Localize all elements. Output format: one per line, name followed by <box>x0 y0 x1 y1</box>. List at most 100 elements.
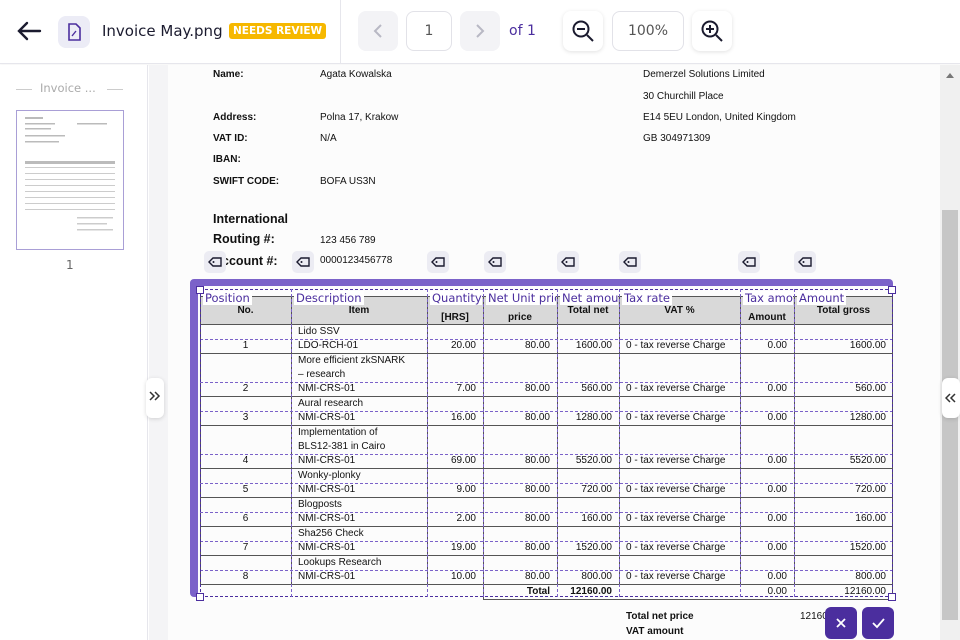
sidebar: Invoice ... 1 <box>0 65 148 640</box>
cell-vat-amount: 0.00 <box>767 542 787 553</box>
selection-left-bar <box>190 280 198 597</box>
total-net: 12160.00 <box>570 586 612 597</box>
cell-item: NMI-CRS-01 <box>298 383 356 394</box>
cell-item: NMI-CRS-01 <box>298 542 356 553</box>
cell-vat: 0 - tax reverse Charge <box>626 455 726 466</box>
cell-net: 1600.00 <box>575 340 612 351</box>
row-guide <box>200 411 893 412</box>
column-label: Tax amount <box>743 291 793 305</box>
column-tag[interactable] <box>619 251 641 273</box>
reject-button[interactable] <box>825 607 857 639</box>
cell-vat: 0 - tax reverse Charge <box>626 513 726 524</box>
column-tag[interactable] <box>794 251 816 273</box>
expand-left[interactable] <box>146 378 164 418</box>
field-value: BOFA US3N <box>320 176 376 187</box>
scrollbar <box>940 65 960 640</box>
column-label: Net Unit price <box>486 291 556 305</box>
toolbar: Invoice May.png NEEDS REVIEW 1 of 1 100% <box>0 0 960 64</box>
routing-value: 123 456 789 <box>320 235 376 246</box>
field-label: VAT ID: <box>213 133 248 144</box>
cell-no: 3 <box>242 412 249 423</box>
expand-right[interactable] <box>942 378 960 418</box>
next-page[interactable] <box>460 11 500 51</box>
field-label: SWIFT CODE: <box>213 176 280 187</box>
column-label: Description <box>294 291 364 305</box>
cell-price: 80.00 <box>524 455 550 466</box>
divider <box>16 89 32 90</box>
column-guide <box>619 289 620 597</box>
row-guide <box>200 483 893 484</box>
cell-price: 80.00 <box>524 383 550 394</box>
cell-item: Blogposts <box>298 499 342 510</box>
cell-gross: 160.00 <box>855 513 886 524</box>
seller-line: Demerzel Solutions Limited <box>643 69 765 80</box>
page-thumbnail[interactable] <box>16 110 124 250</box>
cell-price: 80.00 <box>524 542 550 553</box>
cell-gross: 5520.00 <box>849 455 886 466</box>
summary-label: VAT amount <box>626 626 684 637</box>
cell-net: 800.00 <box>581 571 612 582</box>
file-name: Invoice May.png <box>102 22 223 40</box>
cell-vat-amount: 0.00 <box>767 571 787 582</box>
summary-label: Total net price <box>626 611 694 622</box>
cell-item: Implementation of <box>298 427 378 438</box>
column-label: Tax rate <box>622 291 672 305</box>
column-guide <box>794 289 795 597</box>
field-value: N/A <box>320 133 337 144</box>
cell-vat: 0 - tax reverse Charge <box>626 571 726 582</box>
table-header: price <box>508 312 532 323</box>
page-input[interactable]: 1 <box>406 11 452 51</box>
table-header: Total net <box>567 305 609 316</box>
seller-line: 30 Churchill Place <box>643 91 724 102</box>
field-value: Polna 17, Krakow <box>320 112 399 123</box>
column-tag[interactable] <box>292 251 314 273</box>
cell-net: 1280.00 <box>575 412 612 423</box>
zoom-level[interactable]: 100% <box>612 11 684 51</box>
zoom-out[interactable] <box>563 11 603 51</box>
page-number: 1 <box>66 258 74 272</box>
cell-price: 80.00 <box>524 484 550 495</box>
cell-gross: 1600.00 <box>849 340 886 351</box>
account-label: Account #: <box>213 254 278 268</box>
column-tag[interactable] <box>204 251 226 273</box>
row-guide <box>200 382 893 383</box>
total-gross: 12160.00 <box>844 586 886 597</box>
cell-item: NMI-CRS-01 <box>298 513 356 524</box>
cell-no: 1 <box>242 340 249 351</box>
cell-item: Lookups Research <box>298 557 382 568</box>
cell-item: – research <box>298 369 346 380</box>
prev-page[interactable] <box>358 11 398 51</box>
cell-qty: 9.00 <box>456 484 476 495</box>
column-tag[interactable] <box>427 251 449 273</box>
approve-button[interactable] <box>862 607 894 639</box>
file-icon <box>58 16 90 48</box>
cell-qty: 19.00 <box>450 542 476 553</box>
zoom-in[interactable] <box>692 11 732 51</box>
column-guide <box>557 289 558 597</box>
cell-vat: 0 - tax reverse Charge <box>626 412 726 423</box>
column-guide <box>740 289 741 597</box>
cell-vat-amount: 0.00 <box>767 383 787 394</box>
column-label: Position <box>203 291 252 305</box>
column-label: Amount <box>797 291 847 305</box>
cell-no: 2 <box>242 383 249 394</box>
column-tag[interactable] <box>484 251 506 273</box>
cell-qty: 20.00 <box>450 340 476 351</box>
seller-line: GB 304971309 <box>643 133 711 144</box>
back-button[interactable] <box>16 20 42 42</box>
column-tag[interactable] <box>738 251 760 273</box>
cell-gross: 800.00 <box>855 571 886 582</box>
cell-price: 80.00 <box>524 513 550 524</box>
cell-price: 80.00 <box>524 340 550 351</box>
cell-item: Sha256 Check <box>298 528 364 539</box>
field-label: IBAN: <box>213 154 241 165</box>
column-tag[interactable] <box>557 251 579 273</box>
divider <box>107 89 123 90</box>
column-guide <box>427 289 428 597</box>
account-value: 0000123456778 <box>320 255 393 266</box>
table-header: VAT % <box>664 305 695 316</box>
total-label: Total <box>526 586 550 597</box>
resize-handle <box>196 593 204 601</box>
cell-vat-amount: 0.00 <box>767 412 787 423</box>
cell-item: NMI-CRS-01 <box>298 484 356 495</box>
